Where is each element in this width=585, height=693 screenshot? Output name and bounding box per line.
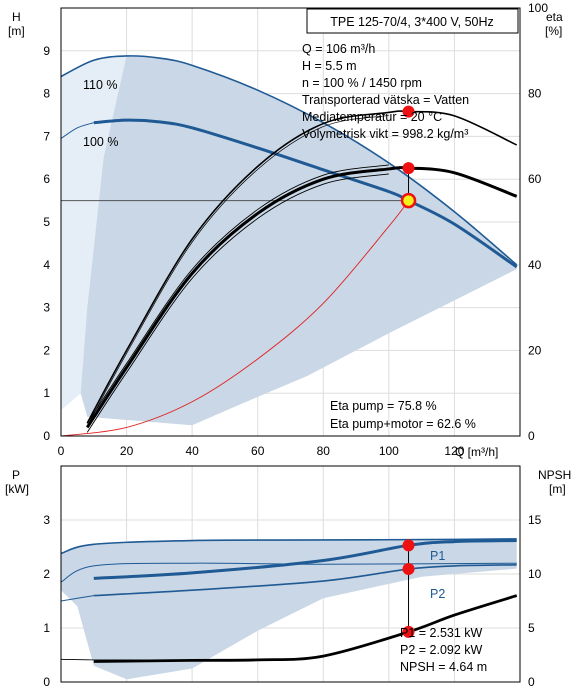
p1-curve-110 bbox=[61, 538, 517, 555]
p1-curve bbox=[93, 539, 517, 580]
p-tick-label: 3 bbox=[43, 513, 50, 527]
info-speed: n = 100 % / 1450 rpm bbox=[302, 76, 422, 90]
p2-curve-110 bbox=[61, 562, 517, 583]
eta-axis-name: eta bbox=[546, 10, 563, 24]
q-tick-label: 0 bbox=[58, 444, 65, 458]
info-liquid: Transporterad vätska = Vatten bbox=[302, 93, 469, 107]
p2-marker bbox=[402, 563, 415, 576]
top-plot-frame bbox=[60, 7, 521, 437]
eta-pump-curve bbox=[86, 110, 518, 424]
eta-tick-label: 60 bbox=[528, 172, 542, 186]
system-curve bbox=[61, 200, 409, 436]
q-tick-label: 100 bbox=[379, 444, 399, 458]
npsh-tick-label: 0 bbox=[528, 675, 535, 689]
curve-label-110: 110 % bbox=[83, 78, 118, 92]
p2-curve bbox=[93, 564, 517, 597]
p1-readout: P1 = 2.531 kW bbox=[400, 626, 483, 640]
h-tick-label: 3 bbox=[43, 301, 50, 315]
npsh-marker bbox=[402, 625, 415, 638]
eta-pump-motor-curve-thin2 bbox=[86, 173, 389, 433]
eta-tick-label: 0 bbox=[528, 429, 535, 443]
npsh-axis-name: NPSH bbox=[538, 468, 571, 482]
operating-range-light bbox=[61, 55, 160, 411]
p1-curve-label: P1 bbox=[430, 549, 445, 563]
h-tick-label: 4 bbox=[43, 258, 50, 272]
info-density: Volymetrisk vikt = 998.2 kg/m³ bbox=[302, 127, 468, 141]
bottom-tick-labels: 0 1 2 3 0 5 10 15 bbox=[43, 513, 541, 689]
h-axis-name: H bbox=[12, 10, 21, 24]
p1-marker bbox=[402, 539, 415, 552]
q-tick-label: 120 bbox=[444, 444, 464, 458]
eta-pump-readout: Eta pump = 75.8 % bbox=[330, 399, 437, 413]
eta-tick-label: 100 bbox=[528, 1, 548, 15]
p2-curve-label: P2 bbox=[430, 587, 445, 601]
bottom-duty-markers bbox=[402, 539, 415, 638]
top-curves bbox=[61, 55, 518, 436]
eta-pump-curve-thin bbox=[86, 115, 389, 427]
p-tick-label: 0 bbox=[43, 675, 50, 689]
eta-pump-motor-readout: Eta pump+motor = 62.6 % bbox=[330, 417, 476, 431]
eta-pump-motor-curve bbox=[85, 166, 518, 429]
p-axis-unit: [kW] bbox=[5, 482, 29, 496]
p-axis-name: P bbox=[12, 468, 20, 482]
eta-axis-unit: [%] bbox=[545, 24, 562, 38]
chart-title: TPE 125-70/4, 3*400 V, 50Hz bbox=[330, 15, 494, 29]
h-tick-label: 8 bbox=[43, 87, 50, 101]
eta-pump-motor-curve-thin bbox=[86, 164, 389, 424]
power-npsh-panel: P [kW] NPSH [m] 0 1 2 3 0 5 10 15 P1 P2 P1 = 2.… bbox=[5, 465, 571, 689]
q-tick-label: 80 bbox=[317, 444, 331, 458]
h-tick-label: 0 bbox=[43, 429, 50, 443]
p2-readout: P2 = 2.092 kW bbox=[400, 643, 483, 657]
eta-pump-marker bbox=[402, 105, 415, 118]
h-tick-label: 2 bbox=[43, 343, 50, 357]
p2-curve-extension bbox=[61, 595, 94, 602]
h-tick-label: 1 bbox=[43, 386, 50, 400]
info-temperature: Mediatemperatur = 20 °C bbox=[302, 110, 442, 124]
info-flow: Q = 106 m³/h bbox=[302, 42, 375, 56]
npsh-axis-unit: [m] bbox=[549, 482, 566, 496]
h-tick-label: 6 bbox=[43, 172, 50, 186]
q-axis-label: Q [m³/h] bbox=[455, 445, 498, 459]
bottom-plot-frame bbox=[60, 465, 521, 683]
q-tick-label: 60 bbox=[251, 444, 265, 458]
bottom-curves bbox=[61, 538, 518, 663]
h-tick-label: 9 bbox=[43, 44, 50, 58]
npsh-curve bbox=[93, 594, 518, 663]
eta-tick-label: 40 bbox=[528, 258, 542, 272]
eta-tick-label: 80 bbox=[528, 87, 542, 101]
duty-point-marker bbox=[400, 192, 417, 209]
head-efficiency-panel: H [m] eta [%] Q [m³/h] 0 1 2 3 4 5 6 7 8 9 0 20 40 60… bbox=[8, 1, 563, 459]
operating-info: Q = 106 m³/h H = 5.5 m n = 100 % / 1450 … bbox=[302, 42, 469, 141]
h-curve-100 bbox=[93, 118, 518, 269]
top-tick-labels: 0 1 2 3 4 5 6 7 8 9 0 20 40 60 80 100 0 20 40 60 80 100 120 bbox=[43, 1, 548, 458]
eta-tick-label: 20 bbox=[528, 343, 542, 357]
h-curve-100-extension bbox=[61, 122, 94, 139]
npsh-readout: NPSH = 4.64 m bbox=[400, 660, 487, 674]
info-head: H = 5.5 m bbox=[302, 59, 357, 73]
operating-range-area bbox=[80, 55, 517, 426]
npsh-tick-label: 5 bbox=[528, 621, 535, 635]
top-duty-markers bbox=[400, 105, 417, 209]
h-tick-label: 5 bbox=[43, 215, 50, 229]
q-tick-label: 20 bbox=[120, 444, 134, 458]
p-tick-label: 1 bbox=[43, 621, 50, 635]
title-box bbox=[306, 8, 519, 34]
eta-pump-motor-marker bbox=[402, 162, 415, 175]
h-axis-unit: [m] bbox=[8, 24, 25, 38]
npsh-tick-label: 10 bbox=[528, 567, 542, 581]
h-curve-110 bbox=[61, 55, 518, 266]
npsh-tick-label: 15 bbox=[528, 513, 542, 527]
q-tick-label: 40 bbox=[185, 444, 199, 458]
curve-label-100: 100 % bbox=[83, 135, 118, 149]
h-tick-label: 7 bbox=[43, 129, 50, 143]
p-tick-label: 2 bbox=[43, 567, 50, 581]
